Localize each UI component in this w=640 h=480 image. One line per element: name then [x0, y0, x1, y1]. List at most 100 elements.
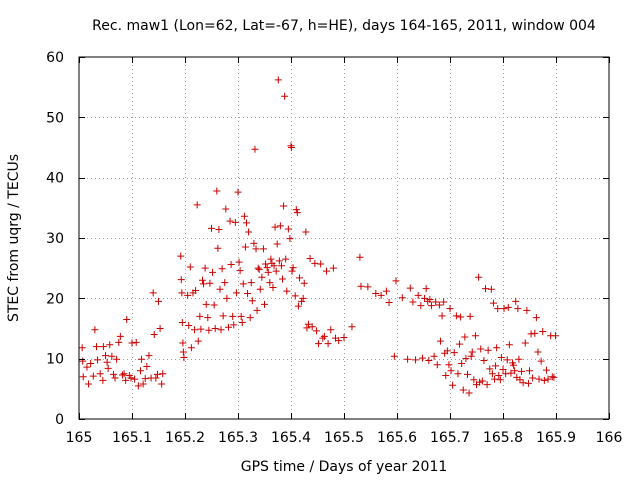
data-point: [136, 367, 144, 375]
data-point: [449, 381, 457, 389]
data-point: [548, 373, 556, 381]
y-tick-label: 30: [46, 231, 64, 247]
data-point: [219, 312, 227, 320]
data-point: [266, 279, 274, 287]
data-point: [414, 291, 422, 299]
data-point: [356, 253, 364, 261]
x-tick-label: 165: [66, 430, 93, 446]
data-point: [445, 361, 453, 369]
data-point: [214, 244, 222, 252]
y-tick-label: 20: [46, 291, 64, 307]
data-point: [288, 144, 296, 151]
data-point: [132, 338, 140, 346]
data-point: [247, 279, 255, 287]
data-point: [491, 375, 499, 383]
data-point: [270, 262, 278, 270]
x-axis-label: GPS time / Days of year 2011: [241, 459, 448, 475]
data-point: [303, 324, 311, 332]
data-point: [385, 299, 393, 307]
data-point: [227, 261, 235, 269]
data-point: [79, 373, 87, 381]
x-tick-label: 165.2: [165, 430, 205, 446]
data-point: [244, 290, 252, 298]
data-point: [477, 345, 485, 353]
x-tick-label: 165.6: [377, 430, 417, 446]
data-point: [192, 286, 200, 294]
data-point: [315, 340, 323, 348]
data-point: [298, 297, 306, 305]
data-point: [131, 375, 139, 383]
data-point: [78, 344, 86, 352]
data-point: [232, 289, 240, 297]
data-point: [139, 380, 147, 388]
data-point: [430, 352, 438, 360]
data-point: [201, 264, 209, 272]
data-point: [319, 334, 327, 342]
data-point: [340, 334, 348, 342]
data-point: [348, 323, 356, 331]
data-point: [551, 332, 559, 340]
data-point: [210, 301, 218, 309]
data-point: [149, 289, 157, 297]
data-point: [141, 375, 149, 383]
data-point: [507, 369, 515, 377]
data-point: [323, 267, 331, 275]
data-point: [483, 381, 491, 389]
data-point: [523, 306, 531, 314]
data-point: [288, 267, 296, 275]
data-point: [504, 303, 512, 311]
data-point: [106, 341, 114, 349]
data-point: [372, 290, 380, 298]
data-point: [515, 355, 523, 363]
data-point: [277, 262, 285, 270]
data-point: [120, 370, 128, 378]
data-point: [320, 332, 328, 340]
data-point: [324, 340, 332, 348]
data-point: [261, 300, 268, 308]
data-point: [155, 297, 162, 305]
data-point: [230, 321, 238, 329]
data-point: [251, 145, 259, 153]
data-point: [240, 212, 248, 220]
data-point: [259, 245, 267, 253]
data-point: [113, 355, 121, 363]
data-point: [392, 277, 400, 285]
data-point: [237, 312, 245, 320]
data-point: [91, 326, 99, 334]
data-point: [194, 337, 202, 345]
data-points: [78, 76, 559, 397]
data-point: [465, 389, 473, 397]
data-point: [436, 337, 444, 345]
data-point: [471, 332, 479, 340]
data-point: [516, 376, 524, 384]
data-point: [193, 201, 201, 209]
grid-lines: [79, 57, 609, 419]
data-point: [222, 205, 230, 213]
data-point: [468, 348, 476, 356]
chart-title: Rec. maw1 (Lon=62, Lat=-67, h=HE), days …: [92, 18, 596, 34]
data-point: [456, 340, 464, 348]
data-point: [267, 255, 275, 263]
data-point: [409, 298, 417, 306]
data-point: [218, 265, 226, 273]
data-point: [382, 287, 390, 295]
data-point: [153, 370, 161, 378]
data-point: [478, 377, 486, 385]
data-point: [242, 219, 250, 227]
data-point: [122, 376, 130, 384]
x-tick-label: 165.5: [324, 430, 364, 446]
data-point: [425, 356, 433, 364]
y-tick-label: 60: [46, 50, 64, 66]
data-point: [248, 297, 256, 305]
data-point: [159, 370, 167, 378]
data-point: [83, 363, 91, 371]
y-tick-label: 10: [46, 352, 64, 368]
x-tick-label: 165.9: [536, 430, 576, 446]
data-point: [87, 359, 95, 367]
data-point: [295, 274, 303, 282]
data-point: [312, 327, 320, 335]
data-point: [364, 283, 372, 291]
data-point: [279, 275, 287, 283]
data-point: [280, 202, 288, 210]
